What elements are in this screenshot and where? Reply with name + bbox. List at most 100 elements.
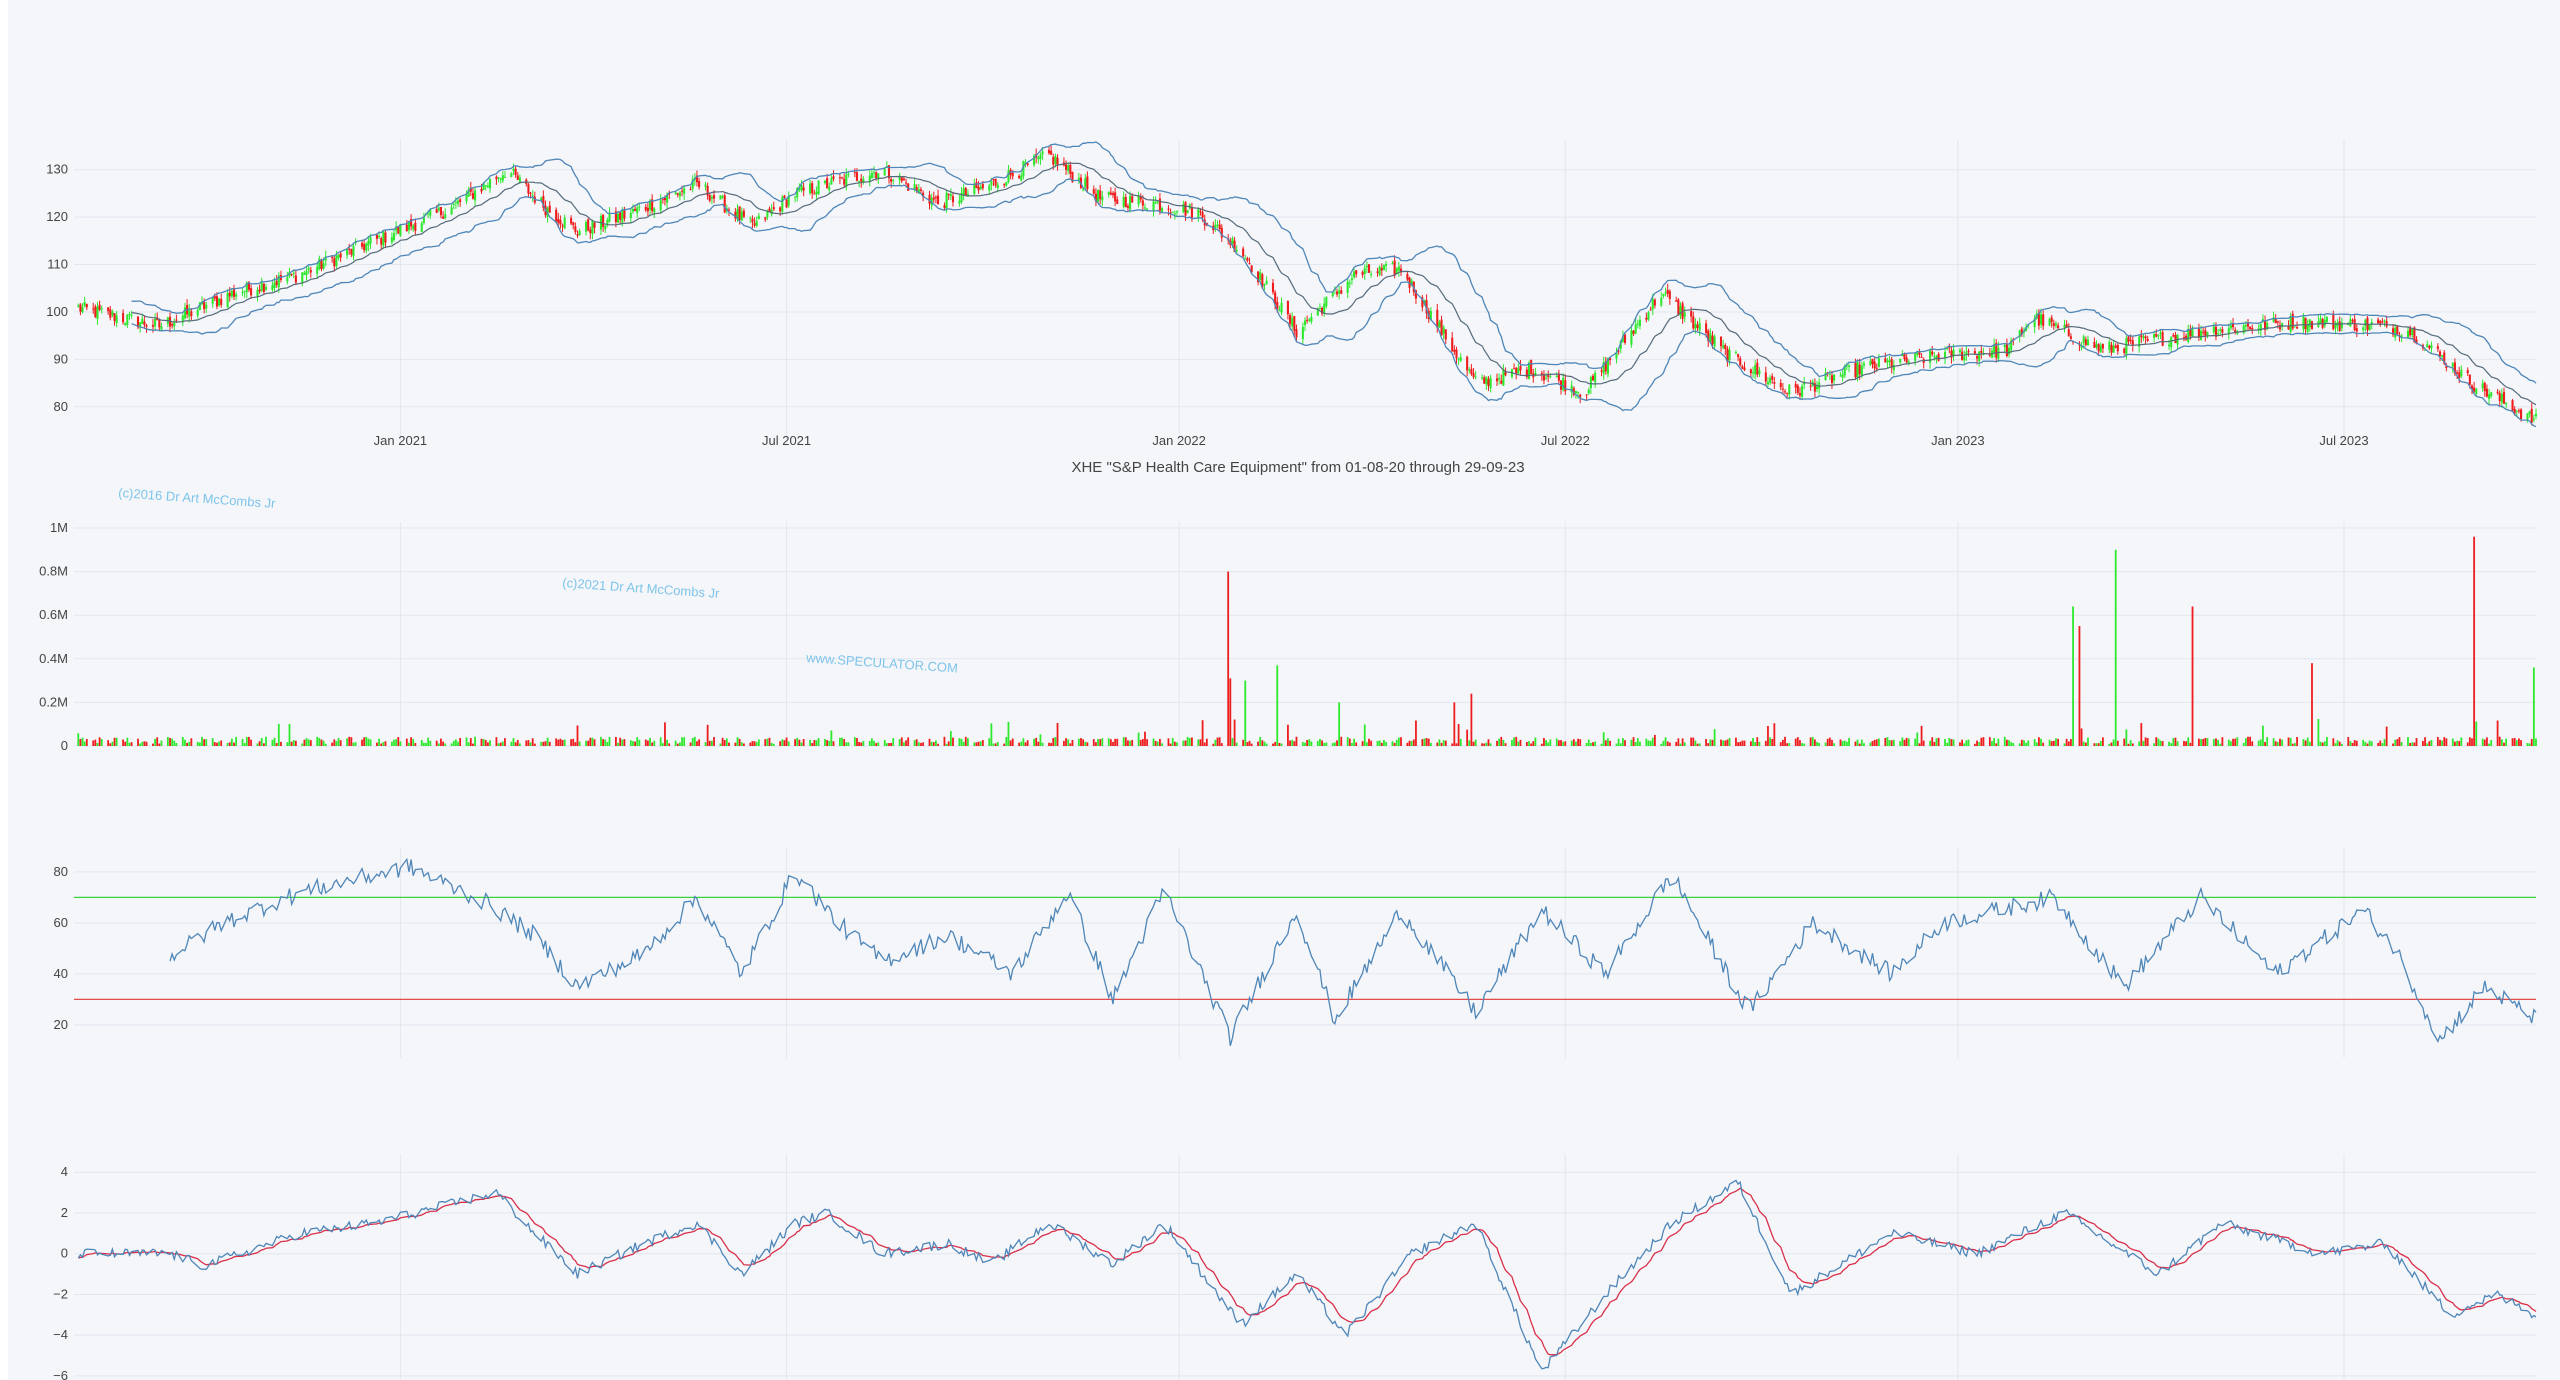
volume-bar [2185, 741, 2188, 746]
volume-bar [2093, 743, 2096, 746]
candle-body [979, 186, 982, 190]
volume-bar [917, 742, 920, 746]
candle-body [1280, 302, 1283, 313]
volume-bar [1348, 738, 1351, 746]
candle-body [412, 225, 415, 230]
volume-bar [1393, 742, 1396, 746]
volume-bar [696, 741, 698, 746]
volume-bar [2065, 738, 2068, 746]
volume-bar [1929, 740, 1931, 746]
volume-bar [1592, 742, 1594, 746]
candle-body [872, 172, 876, 174]
volume-bar [2012, 743, 2015, 746]
candle-body [1173, 213, 1176, 215]
volume-bar [2170, 743, 2173, 746]
candle-body [145, 325, 148, 327]
volume-bar [2445, 738, 2448, 746]
candle-body [1886, 360, 1889, 363]
candle-body [512, 168, 515, 171]
candle-body [1139, 196, 1142, 200]
volume-bar [1764, 740, 1767, 746]
candle-body [2108, 341, 2111, 350]
volume-bar [666, 739, 668, 746]
volume-bar [1564, 741, 1567, 746]
candle-body [245, 282, 248, 293]
candle-body [337, 254, 340, 258]
volume-bar [380, 743, 383, 746]
candle-body [444, 214, 447, 219]
candle-body [109, 309, 112, 318]
candle-body [708, 195, 711, 201]
candle-body [264, 287, 268, 290]
candle-body [1995, 343, 1998, 358]
volume-bar [2033, 739, 2036, 746]
volume-bar [2366, 743, 2369, 746]
candle-body [1244, 258, 1247, 260]
y-tick-label: 120 [46, 209, 68, 224]
candle-body [757, 215, 760, 219]
candle-body [1052, 157, 1055, 165]
volume-bar [2398, 737, 2401, 746]
volume-bar [2326, 736, 2328, 746]
volume-bar [2488, 743, 2490, 746]
volume-bar [1914, 738, 1917, 746]
candle-body [1022, 161, 1025, 177]
candle-body [1975, 356, 1979, 359]
candle-body [2257, 328, 2260, 331]
volume-bar [1033, 738, 1035, 746]
volume-bar [1549, 739, 1552, 746]
candle-body [1967, 350, 1970, 352]
volume-bar [2144, 737, 2147, 746]
volume-bar [798, 739, 801, 746]
candle-body [369, 237, 372, 244]
candle-body [678, 192, 681, 197]
candle-body [734, 211, 737, 219]
candle-body [2069, 336, 2072, 339]
candle-body [2409, 328, 2412, 336]
volume-bar [405, 738, 408, 746]
volume-bar [115, 737, 118, 746]
volume-bar [860, 742, 863, 746]
volume-bar [501, 741, 504, 746]
volume-bar [262, 743, 265, 746]
volume-bar [1107, 738, 1110, 746]
volume-bar [1009, 740, 1012, 746]
candle-body [975, 182, 978, 189]
volume-bar [533, 743, 536, 746]
volume-bar [704, 742, 707, 746]
candle-body [1515, 367, 1518, 374]
candle-body [815, 191, 818, 195]
volume-bar [2108, 743, 2111, 746]
volume-bar [1705, 739, 1707, 746]
volume-bar [2127, 743, 2130, 746]
volume-bar [2483, 739, 2486, 746]
y-tick-label: 2 [61, 1205, 68, 1220]
candle-body [1769, 377, 1772, 383]
volume-bar [2202, 738, 2205, 746]
candle-body [367, 241, 370, 246]
volume-bar [1662, 740, 1665, 746]
volume-bar [100, 739, 103, 746]
candle-body [1271, 282, 1275, 293]
volume-bar [591, 737, 594, 746]
volume-bar [2215, 738, 2217, 746]
candle-body [542, 196, 545, 208]
volume-bar [2441, 740, 2444, 746]
candle-body [2379, 321, 2382, 324]
candle-body [962, 188, 965, 196]
candle-body [2086, 339, 2090, 346]
candle-body [680, 190, 684, 192]
candle-body [1323, 303, 1326, 314]
volume-bar [708, 740, 711, 746]
volume-bar [2204, 737, 2207, 746]
candle-body [2383, 320, 2386, 322]
volume-bar [1024, 742, 1027, 746]
volume-bar [975, 742, 978, 746]
candle-body [275, 280, 278, 286]
y-tick-label: 60 [54, 915, 68, 930]
candle-body [2249, 326, 2252, 329]
volume-bar [1353, 738, 1355, 746]
volume-bar [1873, 739, 1876, 746]
candle-body [1542, 374, 1545, 381]
candle-body [608, 213, 611, 222]
